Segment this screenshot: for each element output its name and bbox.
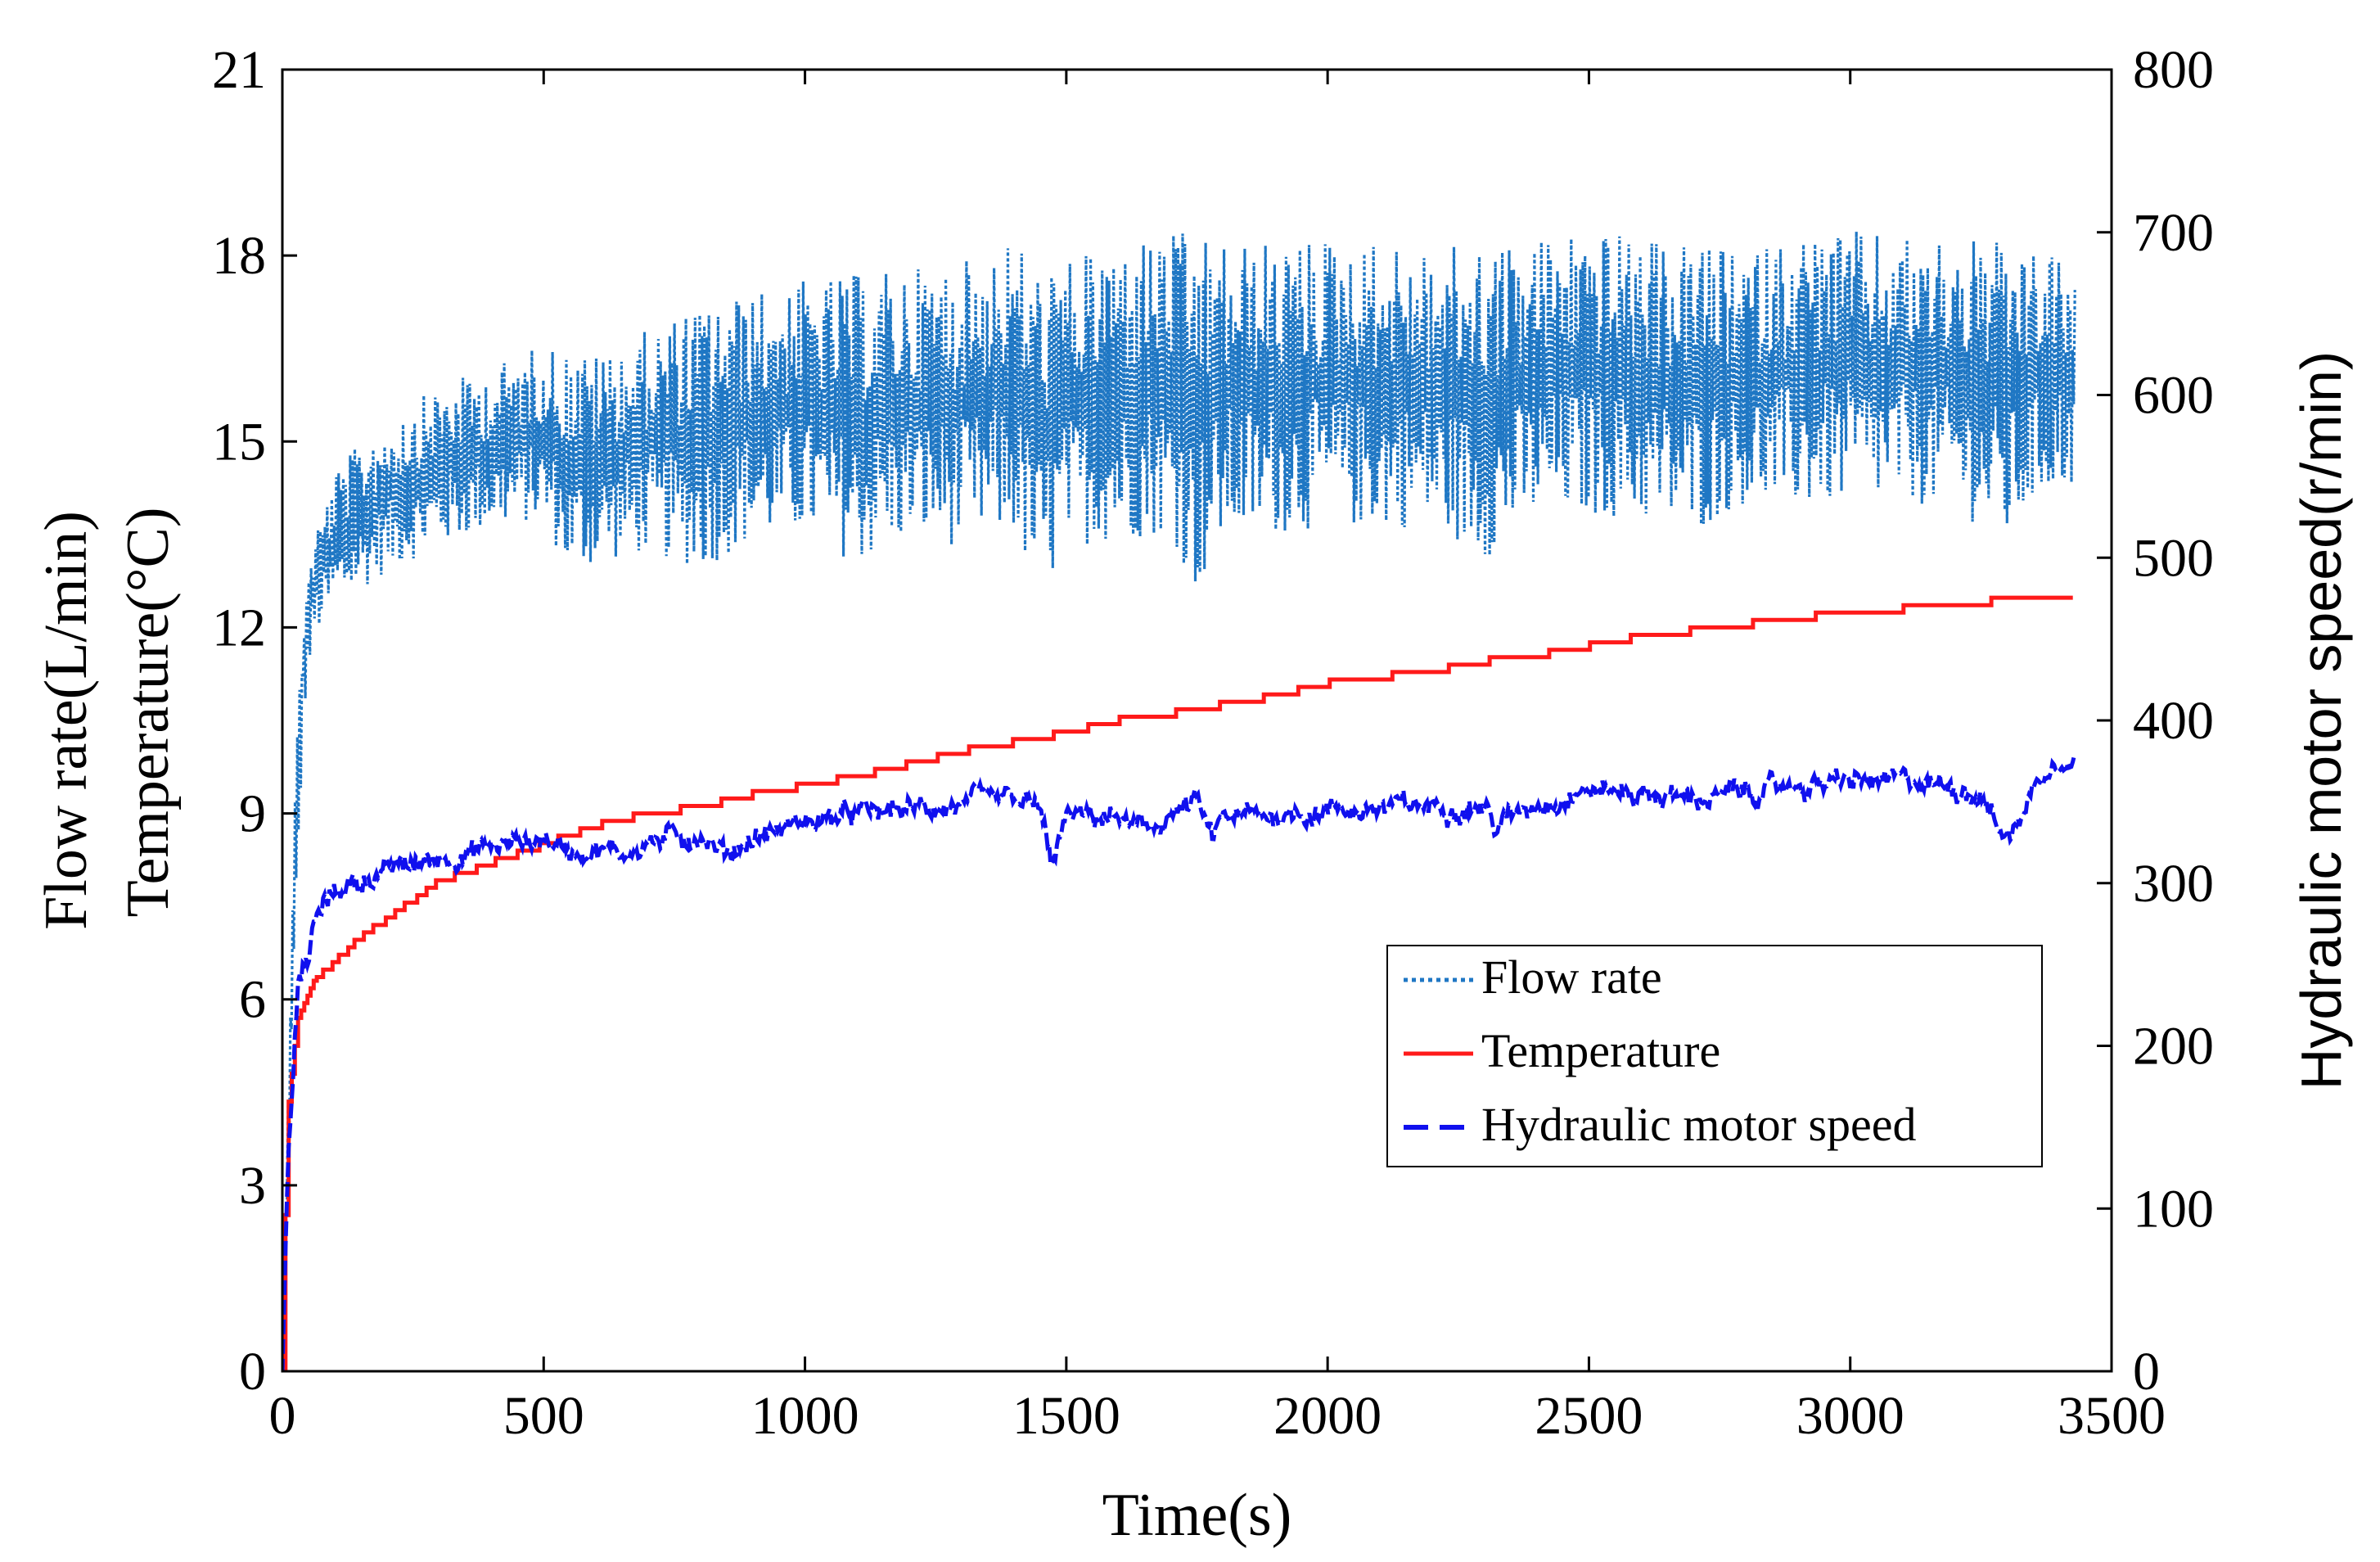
y-left-tick-label: 3 <box>239 1156 266 1216</box>
x-tick-label: 2500 <box>1535 1386 1643 1446</box>
y-left-tick-label: 0 <box>239 1342 266 1402</box>
y-right-tick-label: 700 <box>2133 203 2214 263</box>
y-axis-title-left-temperature: Temperature(°C) <box>115 507 182 917</box>
y-right-tick-label: 400 <box>2133 691 2214 751</box>
axes-layer: 0 500 1000 1500 2000 2500 3000 3500036912151821… <box>212 40 2214 1446</box>
x-tick-label: 2000 <box>1273 1386 1382 1446</box>
y-left-tick-label: 18 <box>212 226 266 286</box>
x-tick-label: 3500 <box>2058 1386 2166 1446</box>
y-right-tick-label: 500 <box>2133 528 2214 588</box>
y-left-tick-label: 6 <box>239 970 266 1030</box>
legend-temperature-label: Temperature <box>1481 1024 1720 1077</box>
x-tick-label: 0 <box>269 1386 296 1446</box>
y-right-tick-label: 200 <box>2133 1017 2214 1077</box>
y-left-tick-label: 9 <box>239 784 266 844</box>
legend: Flow rate Temperature Hydraulic motor sp… <box>1386 945 2043 1167</box>
y-right-tick-label: 800 <box>2133 40 2214 100</box>
y-axis-title-right: Hydraulic motor speed(r/min) <box>2289 351 2353 1090</box>
y-right-tick-label: 100 <box>2133 1179 2214 1239</box>
legend-hydraulic-motor-speed-label: Hydraulic motor speed <box>1481 1098 1917 1151</box>
y-right-tick-label: 600 <box>2133 366 2214 426</box>
legend-box <box>1386 945 2043 1167</box>
series-layer <box>282 231 2077 1371</box>
y-left-tick-label: 21 <box>212 40 266 100</box>
x-tick-label: 500 <box>503 1386 584 1446</box>
y-right-tick-label: 0 <box>2133 1342 2160 1402</box>
hydraulic-motor-speed-series-line <box>282 754 2077 1371</box>
y-right-tick-label: 300 <box>2133 854 2214 914</box>
x-tick-label: 1000 <box>751 1386 859 1446</box>
temperature-series-line <box>282 595 2073 1371</box>
y-left-tick-label: 12 <box>212 598 266 657</box>
x-tick-label: 3000 <box>1796 1386 1904 1446</box>
x-tick-label: 1500 <box>1012 1386 1120 1446</box>
legend-flow-rate-label: Flow rate <box>1481 950 1662 1004</box>
flow-rate-series-line <box>282 231 2076 1371</box>
x-axis-title: Time(s) <box>1102 1482 1292 1549</box>
y-axis-title-left-flow: Flow rate(L/min) <box>33 511 100 930</box>
y-left-tick-label: 15 <box>212 412 266 472</box>
